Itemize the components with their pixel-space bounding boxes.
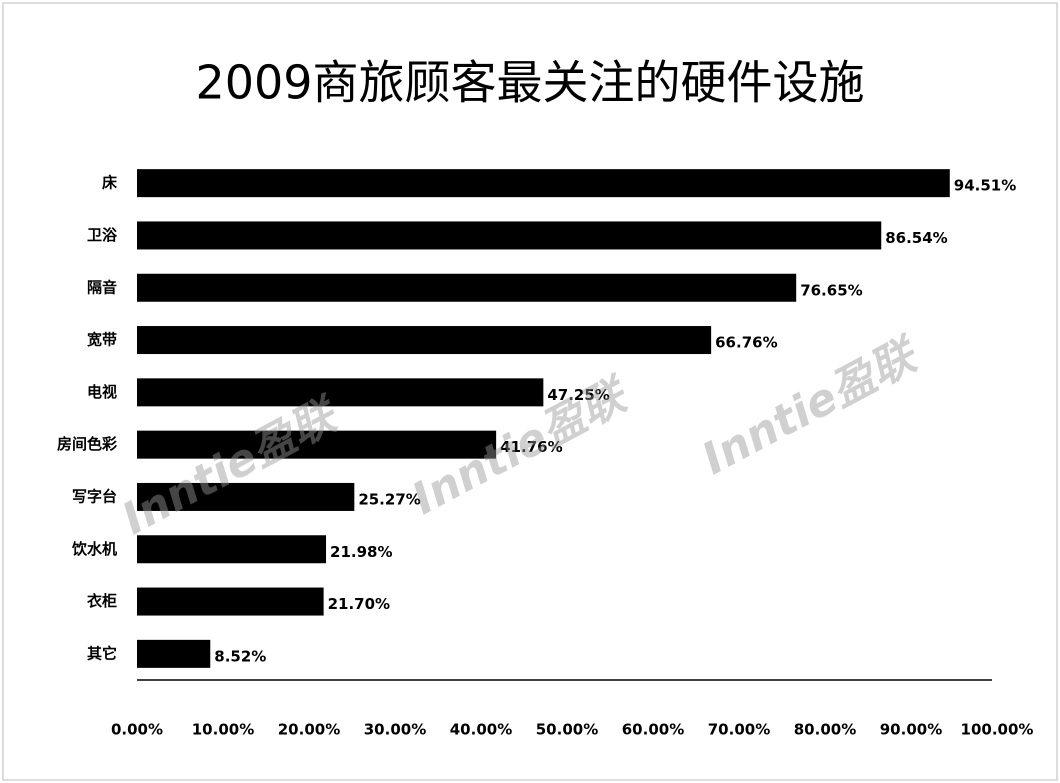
value-label: 47.25% <box>547 386 609 404</box>
value-label: 8.52% <box>214 647 266 665</box>
bar <box>137 535 327 564</box>
bar <box>137 169 950 198</box>
y-tick-label: 衣柜 <box>87 592 117 610</box>
bar <box>137 273 797 302</box>
value-label: 76.65% <box>800 281 862 299</box>
y-tick-label: 其它 <box>87 644 117 662</box>
value-label: 21.70% <box>328 595 390 613</box>
bar <box>137 378 544 407</box>
x-tick-label: 80.00% <box>794 721 856 739</box>
bar <box>137 326 712 355</box>
value-label: 86.54% <box>885 229 947 247</box>
value-label: 66.76% <box>715 334 777 352</box>
value-label: 25.27% <box>358 490 420 508</box>
value-label: 94.51% <box>954 177 1016 195</box>
x-tick-label: 30.00% <box>364 721 426 739</box>
x-tick-label: 40.00% <box>450 721 512 739</box>
bar <box>137 639 211 668</box>
y-tick-label: 电视 <box>87 383 117 401</box>
bar <box>137 587 324 616</box>
x-tick-label: 10.00% <box>192 721 254 739</box>
x-tick-label: 70.00% <box>708 721 770 739</box>
y-tick-label: 床 <box>102 174 118 192</box>
x-tick-label: 90.00% <box>880 721 942 739</box>
y-tick-label: 宽带 <box>86 331 117 349</box>
chart-title: 2009商旅顾客最关注的硬件设施 <box>195 56 864 110</box>
bar <box>137 482 355 511</box>
y-tick-label: 卫浴 <box>87 226 118 244</box>
y-tick-label: 饮水机 <box>71 540 117 558</box>
x-tick-label: 0.00% <box>111 721 163 739</box>
bar <box>137 221 882 250</box>
bar <box>137 430 497 459</box>
y-tick-label: 房间色彩 <box>57 435 117 453</box>
value-label: 21.98% <box>330 543 392 561</box>
x-tick-label: 100.00% <box>961 721 1034 739</box>
x-tick-label: 60.00% <box>622 721 684 739</box>
x-tick-label: 50.00% <box>536 721 598 739</box>
y-tick-label: 写字台 <box>72 487 117 505</box>
value-label: 41.76% <box>500 438 562 456</box>
y-tick-label: 隔音 <box>87 278 117 296</box>
x-tick-label: 20.00% <box>278 721 340 739</box>
